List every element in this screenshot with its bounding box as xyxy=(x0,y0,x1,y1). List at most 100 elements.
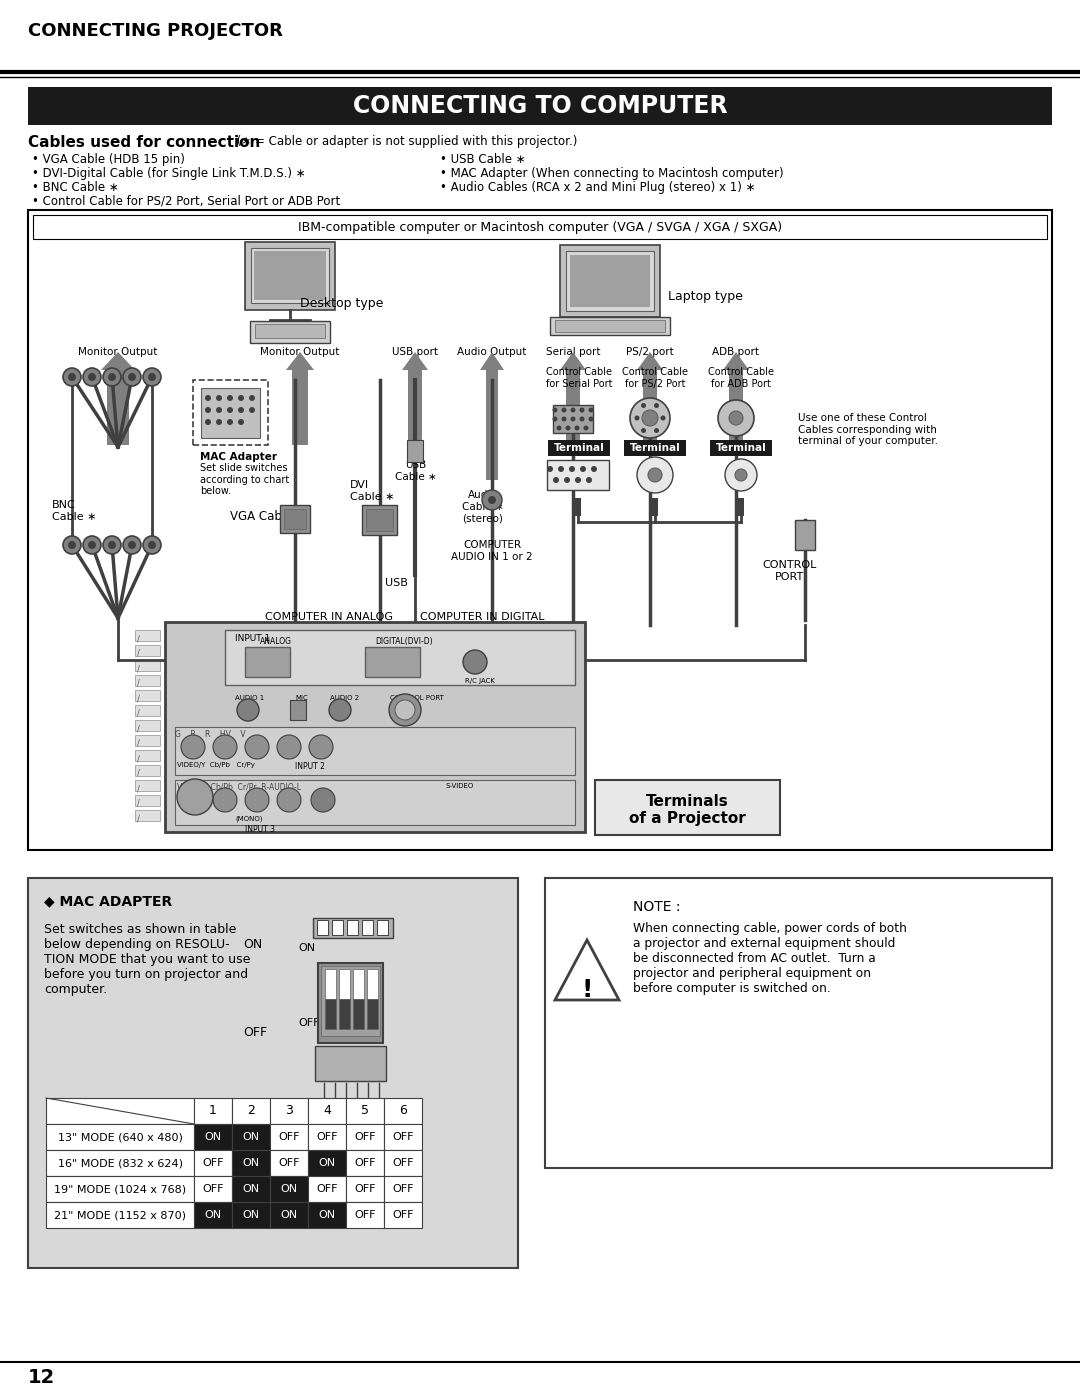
Text: ON: ON xyxy=(243,937,262,951)
Bar xyxy=(175,780,575,826)
Text: INPUT 1: INPUT 1 xyxy=(235,634,270,643)
Circle shape xyxy=(148,541,156,549)
Bar xyxy=(339,970,350,999)
Text: Serial port: Serial port xyxy=(545,346,600,358)
Bar xyxy=(194,1201,232,1228)
Bar xyxy=(308,1150,346,1176)
Text: AUDIO 1: AUDIO 1 xyxy=(235,694,265,701)
Bar xyxy=(325,999,336,1030)
Polygon shape xyxy=(555,940,619,1000)
Bar xyxy=(318,921,328,935)
Text: • DVI-Digital Cable (for Single Link T.M.D.S.) ∗: • DVI-Digital Cable (for Single Link T.M… xyxy=(32,168,306,180)
Bar xyxy=(232,1176,270,1201)
Bar xyxy=(28,877,518,1268)
Text: OFF: OFF xyxy=(392,1158,414,1168)
Text: Desktop type: Desktop type xyxy=(300,298,383,310)
Circle shape xyxy=(237,698,259,721)
Bar xyxy=(46,1176,194,1201)
Bar xyxy=(321,965,380,1037)
Polygon shape xyxy=(561,352,586,370)
Text: Control Cable
for PS/2 Port: Control Cable for PS/2 Port xyxy=(622,367,688,388)
Circle shape xyxy=(87,373,96,381)
Text: !: ! xyxy=(581,978,593,1002)
Bar xyxy=(339,999,350,1030)
Bar xyxy=(201,388,260,439)
Bar xyxy=(315,1046,386,1081)
Bar xyxy=(308,1201,346,1228)
Text: CONTROL PORT: CONTROL PORT xyxy=(390,694,444,701)
Circle shape xyxy=(249,395,255,401)
Bar xyxy=(135,705,160,717)
Bar xyxy=(135,690,160,701)
Circle shape xyxy=(553,476,559,483)
Bar xyxy=(346,1125,384,1150)
Circle shape xyxy=(123,536,141,555)
Text: ON: ON xyxy=(281,1185,298,1194)
Circle shape xyxy=(586,476,592,483)
Circle shape xyxy=(216,395,222,401)
Circle shape xyxy=(580,408,584,412)
Text: ON: ON xyxy=(281,1210,298,1220)
Text: MIC: MIC xyxy=(295,694,308,701)
Bar xyxy=(795,520,815,550)
Bar xyxy=(548,440,610,455)
Bar xyxy=(555,320,665,332)
Bar xyxy=(652,497,658,515)
Text: USB: USB xyxy=(384,578,408,588)
Bar xyxy=(575,497,581,515)
Text: OFF: OFF xyxy=(354,1185,376,1194)
Circle shape xyxy=(642,427,646,433)
Text: CONTROL
PORT: CONTROL PORT xyxy=(762,560,818,581)
Bar xyxy=(46,1125,194,1150)
Bar xyxy=(225,630,575,685)
Circle shape xyxy=(213,735,237,759)
Circle shape xyxy=(213,788,237,812)
Bar xyxy=(232,1150,270,1176)
Text: (∗ = Cable or adapter is not supplied with this projector.): (∗ = Cable or adapter is not supplied wi… xyxy=(233,136,578,148)
Circle shape xyxy=(395,700,415,719)
Circle shape xyxy=(564,476,570,483)
Text: /: / xyxy=(137,754,140,763)
Circle shape xyxy=(276,735,301,759)
Bar xyxy=(566,251,654,312)
Bar xyxy=(28,210,1052,849)
Bar xyxy=(194,1098,232,1125)
Bar xyxy=(346,1176,384,1201)
Bar xyxy=(245,242,335,310)
Text: USB port: USB port xyxy=(392,346,438,358)
Text: 6: 6 xyxy=(400,1105,407,1118)
Bar xyxy=(407,440,423,462)
Text: Terminal: Terminal xyxy=(554,443,605,453)
Text: /: / xyxy=(137,799,140,807)
Circle shape xyxy=(68,373,76,381)
Bar xyxy=(367,970,378,999)
Bar xyxy=(546,460,609,490)
Bar xyxy=(738,497,744,515)
Bar xyxy=(308,1176,346,1201)
Circle shape xyxy=(580,467,586,472)
Circle shape xyxy=(729,411,743,425)
Circle shape xyxy=(227,407,233,414)
Circle shape xyxy=(735,469,747,481)
Polygon shape xyxy=(723,352,750,370)
Bar xyxy=(550,317,670,335)
Bar xyxy=(33,215,1047,239)
Text: Monitor Output: Monitor Output xyxy=(260,346,340,358)
Text: ◆ MAC ADAPTER: ◆ MAC ADAPTER xyxy=(44,894,172,908)
Text: Terminal: Terminal xyxy=(630,443,680,453)
Circle shape xyxy=(575,426,580,430)
Circle shape xyxy=(569,467,575,472)
Text: OFF: OFF xyxy=(202,1185,224,1194)
Bar xyxy=(346,1150,384,1176)
Circle shape xyxy=(580,416,584,422)
Circle shape xyxy=(103,367,121,386)
Bar xyxy=(291,700,306,719)
Text: CONNECTING PROJECTOR: CONNECTING PROJECTOR xyxy=(28,22,283,41)
Text: MAC Adapter: MAC Adapter xyxy=(200,453,276,462)
Circle shape xyxy=(482,490,502,510)
Bar xyxy=(280,504,310,534)
Text: AUDIO 2: AUDIO 2 xyxy=(330,694,360,701)
Bar xyxy=(135,630,160,641)
Bar xyxy=(384,1125,422,1150)
Polygon shape xyxy=(480,352,504,370)
